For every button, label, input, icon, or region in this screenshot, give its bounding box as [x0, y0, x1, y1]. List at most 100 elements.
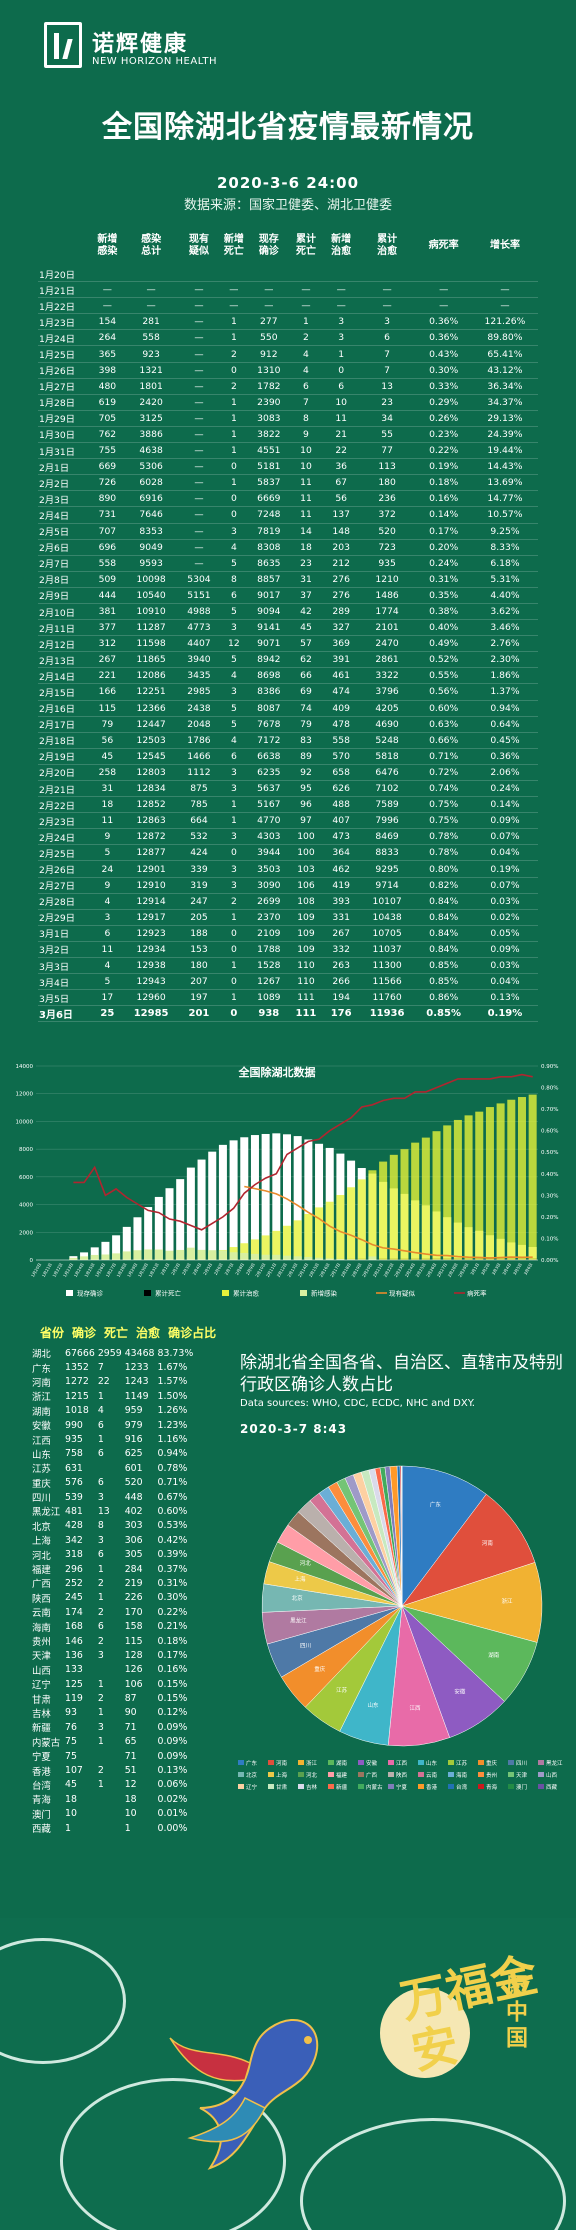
table-cell: 5.31% — [471, 571, 538, 588]
legend-item: 江西 — [388, 1760, 408, 1767]
legend-label: 海南 — [456, 1771, 468, 1779]
table-cell: 0.72% — [415, 764, 472, 782]
table-cell: — — [92, 297, 123, 315]
legend-item: 新疆 — [328, 1783, 348, 1791]
table-cell: 3 — [97, 1491, 104, 1503]
report-datetime: 2020-3-6 24:00 — [216, 174, 360, 192]
table-cell: 0.23% — [415, 426, 472, 444]
table-cell: 478 — [323, 716, 359, 733]
table-cell: — — [179, 313, 219, 331]
legend-item: 安徽 — [358, 1759, 378, 1767]
table-cell: 2470 — [358, 635, 416, 653]
table-cell: 306 — [124, 1534, 143, 1546]
bar — [389, 1154, 398, 1260]
pie-label: 河南 — [482, 1539, 494, 1547]
table-cell: 34 — [358, 410, 416, 427]
table-cell: 4690 — [358, 716, 416, 733]
table-cell: 11566 — [358, 973, 416, 991]
table-cell: 576 — [65, 1477, 83, 1489]
legend-swatch — [328, 1760, 334, 1765]
table-row: 2月14日 221 12086 3435 4 8698 66 461 3322 0.55% 1.86… — [38, 667, 538, 685]
table-cell: 935 — [358, 555, 416, 572]
table-cell: 1 — [124, 1822, 131, 1834]
table-row: 2月17日 79 12447 2048 5 7678 79 478 4690 0.63% 0.64% — [38, 716, 538, 733]
table-cell: 2月25日 — [38, 844, 92, 862]
table-cell: 8 — [288, 410, 324, 427]
table-cell: 0.85% — [415, 973, 472, 991]
bar — [517, 1097, 526, 1260]
bar — [176, 1179, 185, 1260]
table-cell: 北京 — [32, 1521, 51, 1533]
table-cell: 1 — [218, 313, 250, 331]
table-cell: 13 — [358, 378, 416, 395]
bar — [144, 1207, 153, 1260]
x-tick-label: 2月4日 — [192, 1262, 203, 1276]
table-cell: 2959 — [97, 1347, 122, 1359]
table-cell: 3940 — [179, 651, 219, 669]
legend-swatch — [538, 1760, 544, 1765]
table-cell: 90 — [124, 1707, 137, 1719]
table-cell: 0.22% — [415, 442, 472, 460]
table-cell: 110 — [288, 973, 324, 991]
table-cell: 0.94% — [471, 700, 538, 717]
table-cell: 121.26% — [471, 313, 538, 331]
table-cell: 2438 — [179, 700, 219, 717]
legend-label: 天津 — [516, 1772, 528, 1779]
table-cell: 481 — [65, 1505, 83, 1517]
table-cell: 3月2日 — [38, 941, 92, 959]
table-row: 2月19日 45 12545 1466 6 6638 89 570 5818 0.71% 0.36% — [38, 748, 538, 765]
table-cell: — — [179, 458, 219, 476]
table-cell: 0 — [218, 490, 250, 508]
table-cell: 372 — [358, 506, 416, 524]
table-cell: — — [218, 297, 250, 315]
legend-swatch — [538, 1772, 544, 1777]
table-cell: 558 — [323, 732, 359, 749]
legend-label: 广东 — [246, 1759, 258, 1767]
table-cell: 1 — [218, 474, 250, 492]
table-cell: 277 — [249, 313, 289, 331]
table-cell: 424 — [179, 844, 219, 862]
table-row: 澳门 10 10 0.01% — [32, 1807, 196, 1821]
table-cell: 9 — [92, 828, 123, 846]
table-cell — [415, 266, 472, 283]
table-row: 2月4日 731 7646—0 7248 11 137 372 0.14% 10.57% — [38, 506, 538, 524]
bar — [293, 1220, 302, 1260]
bar — [304, 1213, 313, 1260]
table-cell: 11 — [288, 490, 324, 508]
x-tick-label: 2月7日 — [224, 1262, 235, 1276]
table-cell: 153 — [179, 941, 219, 959]
table-cell: 4 — [218, 732, 250, 749]
legend-label: 现有疑似 — [389, 1289, 416, 1298]
table-cell: 2 — [97, 1606, 104, 1618]
table-cell: 2月26日 — [38, 860, 92, 878]
table-cell: 1210 — [358, 571, 416, 588]
table-cell: 0.31% — [157, 1577, 188, 1589]
bar — [496, 1103, 505, 1260]
table-cell: 393 — [323, 893, 359, 910]
table-cell: 黑龙江 — [32, 1507, 61, 1519]
table-cell: 106 — [288, 877, 324, 894]
bar — [218, 1144, 227, 1260]
table-cell: 916 — [124, 1434, 143, 1446]
table-cell: 0.71% — [415, 748, 472, 765]
table-cell: 2月20日 — [38, 764, 92, 782]
table-cell: 10438 — [358, 909, 416, 926]
table-cell: 0.04% — [471, 844, 538, 862]
table-cell: 6235 — [249, 764, 289, 782]
table-cell: 4773 — [179, 619, 219, 637]
table-cell: 0.24% — [415, 555, 472, 572]
table-cell — [98, 1792, 125, 1806]
table-row: 北京 428 8 303 0.53% — [32, 1519, 196, 1533]
table-cell: 2.30% — [471, 651, 538, 669]
table-cell: 5248 — [358, 732, 416, 749]
table-cell: 9.25% — [471, 523, 538, 540]
table-cell: 3 — [358, 313, 416, 331]
table-row: 2月20日 258 12803 1112 3 6235 92 658 6476 0.72% 2.06… — [38, 764, 538, 782]
brand-logo-icon — [44, 22, 82, 68]
table-cell: 1月23日 — [38, 313, 92, 331]
table-cell: 1 — [323, 345, 359, 363]
table-cell: 6476 — [358, 764, 416, 782]
table-cell: 0.02% — [157, 1793, 188, 1805]
table-cell: 0.36% — [415, 313, 472, 331]
table-cell: 0.19% — [471, 860, 538, 878]
